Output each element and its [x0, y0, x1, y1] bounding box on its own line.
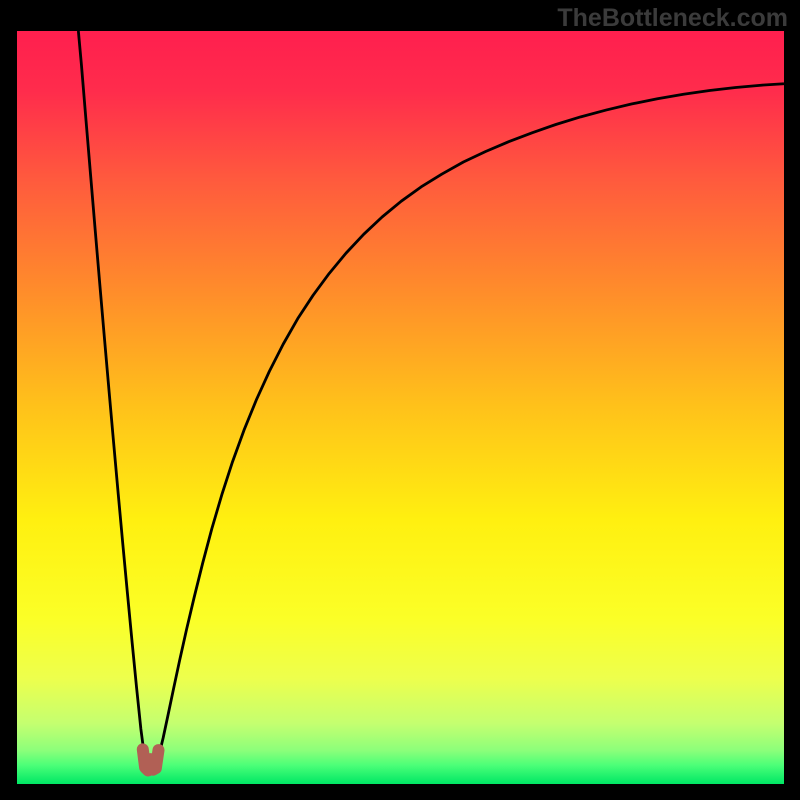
gradient-background [17, 31, 784, 784]
watermark-text: TheBottleneck.com [557, 4, 788, 33]
plot-area [17, 31, 784, 784]
chart-frame: TheBottleneck.com [0, 0, 800, 800]
chart-svg [17, 31, 784, 784]
